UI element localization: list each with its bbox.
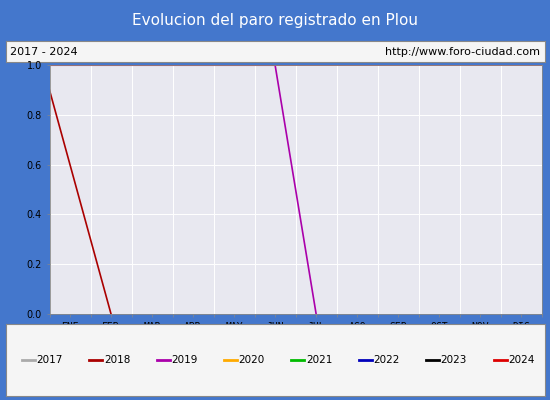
Text: 2021: 2021 — [306, 355, 332, 365]
Text: 2017: 2017 — [36, 355, 63, 365]
Text: Evolucion del paro registrado en Plou: Evolucion del paro registrado en Plou — [132, 12, 418, 28]
Text: 2019: 2019 — [171, 355, 197, 365]
Text: 2024: 2024 — [508, 355, 535, 365]
Text: http://www.foro-ciudad.com: http://www.foro-ciudad.com — [385, 47, 540, 57]
Text: 2020: 2020 — [239, 355, 265, 365]
Text: 2022: 2022 — [373, 355, 400, 365]
Text: 2023: 2023 — [441, 355, 467, 365]
Text: 2018: 2018 — [104, 355, 130, 365]
Text: 2017 - 2024: 2017 - 2024 — [10, 47, 78, 57]
